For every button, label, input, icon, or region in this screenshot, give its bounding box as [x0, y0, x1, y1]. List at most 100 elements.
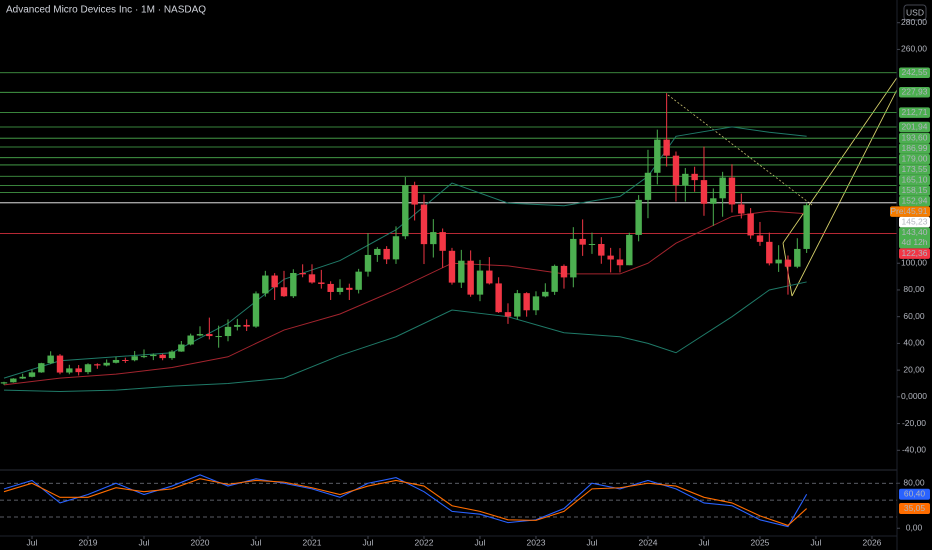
- candle-body: [523, 293, 530, 311]
- candle-body: [738, 204, 745, 214]
- price-label-box: [899, 143, 930, 154]
- candle-body: [10, 378, 17, 383]
- price-label-box: [899, 121, 930, 133]
- price-axis: USD -40,00 -20,00 0,0000 20,00 40,00 60,00 80,0…: [890, 0, 932, 550]
- candle-body: [420, 204, 428, 245]
- y-tick-label: 100,00: [901, 257, 927, 267]
- price-label-box: [899, 216, 930, 228]
- candle-body: [206, 334, 213, 337]
- candle-body: [514, 293, 521, 317]
- candle-body: [598, 243, 605, 256]
- candle-body: [654, 139, 661, 173]
- x-tick-label: 2021: [303, 537, 322, 547]
- candle-body: [66, 368, 73, 373]
- price-label: 212,71: [902, 107, 928, 117]
- candle-body: [756, 235, 764, 242]
- candle-body: [56, 355, 64, 373]
- price-label: 186,99: [902, 143, 928, 153]
- candle-body: [579, 238, 586, 245]
- candle-body: [327, 283, 334, 292]
- candle-body: [747, 213, 754, 236]
- price-label: 193,60: [902, 132, 928, 142]
- y-tick-label: -20,00: [902, 418, 926, 428]
- x-tick-label: 2024: [639, 537, 658, 547]
- x-tick-label: 2026: [863, 537, 882, 547]
- candle-body: [663, 139, 670, 156]
- candle-body: [336, 287, 344, 292]
- candle-body: [318, 282, 325, 284]
- price-label-box: [899, 227, 930, 249]
- candle-body: [402, 185, 409, 237]
- x-tick-label: Jul: [251, 537, 262, 547]
- price-label: 227,93: [902, 87, 928, 97]
- candle-body: [243, 324, 250, 327]
- candle-body: [439, 232, 446, 251]
- x-tick-label: Jul: [699, 537, 710, 547]
- currency-label[interactable]: USD: [906, 7, 924, 17]
- x-tick-label: Jul: [363, 537, 374, 547]
- x-tick-label: 2023: [527, 537, 546, 547]
- candle-body: [187, 335, 194, 345]
- price-label: 242,55: [902, 67, 928, 77]
- y-tick-label: 80,00: [903, 284, 925, 294]
- candle-body: [75, 368, 82, 373]
- candle-body: [504, 312, 512, 317]
- price-label-box: [899, 248, 930, 259]
- x-tick-label: 2025: [751, 537, 770, 547]
- candle-body: [215, 336, 222, 338]
- countdown-label: 4d 12h: [902, 237, 928, 247]
- candle-body: [131, 356, 138, 361]
- candle-body: [691, 173, 698, 181]
- candle-body: [570, 238, 577, 278]
- indicator-line: [3, 478, 808, 527]
- price-label: 152,94: [902, 195, 928, 205]
- y-tick-label: -40,00: [902, 445, 926, 455]
- candle-body: [150, 354, 157, 357]
- candle-body: [682, 173, 689, 186]
- candle-body: [607, 255, 614, 260]
- candle-body: [542, 291, 549, 297]
- currency-button[interactable]: [903, 4, 927, 21]
- candle-body: [159, 354, 166, 359]
- candle-body: [719, 177, 726, 199]
- candle-body: [430, 232, 437, 245]
- candle-body: [299, 272, 306, 275]
- candle-body: [458, 260, 465, 283]
- candle-body: [38, 363, 45, 373]
- x-tick-label: Jul: [27, 537, 38, 547]
- candle-body: [700, 180, 708, 204]
- candle-body: [355, 271, 362, 290]
- price-label-box: [899, 67, 930, 79]
- main-pane: [0, 72, 897, 393]
- price-label: 173,55: [902, 164, 928, 174]
- candle-body: [476, 270, 484, 295]
- candle-body: [290, 272, 297, 297]
- candle-body: [467, 260, 474, 295]
- indicator-pane: [0, 474, 897, 528]
- candle-body: [280, 287, 288, 297]
- candle-body: [383, 248, 390, 260]
- y-tick-label: 20,00: [903, 364, 925, 374]
- x-tick-label: 2022: [415, 537, 434, 547]
- candle-body: [672, 155, 680, 186]
- candle-body: [616, 259, 624, 266]
- y-tick-label: 60,00: [903, 311, 925, 321]
- candle-body: [551, 265, 558, 292]
- price-label: 165,10: [902, 174, 928, 184]
- price-label-box: [899, 174, 930, 186]
- trend-line: [791, 73, 906, 297]
- x-tick-label: Jul: [587, 537, 598, 547]
- candle-body: [262, 275, 269, 294]
- candle-body: [411, 185, 418, 205]
- candle-body: [364, 254, 372, 272]
- last-value-box: [899, 488, 930, 500]
- candle-body: [224, 326, 232, 337]
- candle-body: [532, 296, 540, 311]
- price-label: 122,36: [902, 248, 928, 258]
- chart-title: Advanced Micro Devices Inc · 1M · NASDAQ: [6, 5, 206, 16]
- price-label: 201,94: [902, 121, 928, 131]
- last-value-label: 35,05: [904, 503, 926, 513]
